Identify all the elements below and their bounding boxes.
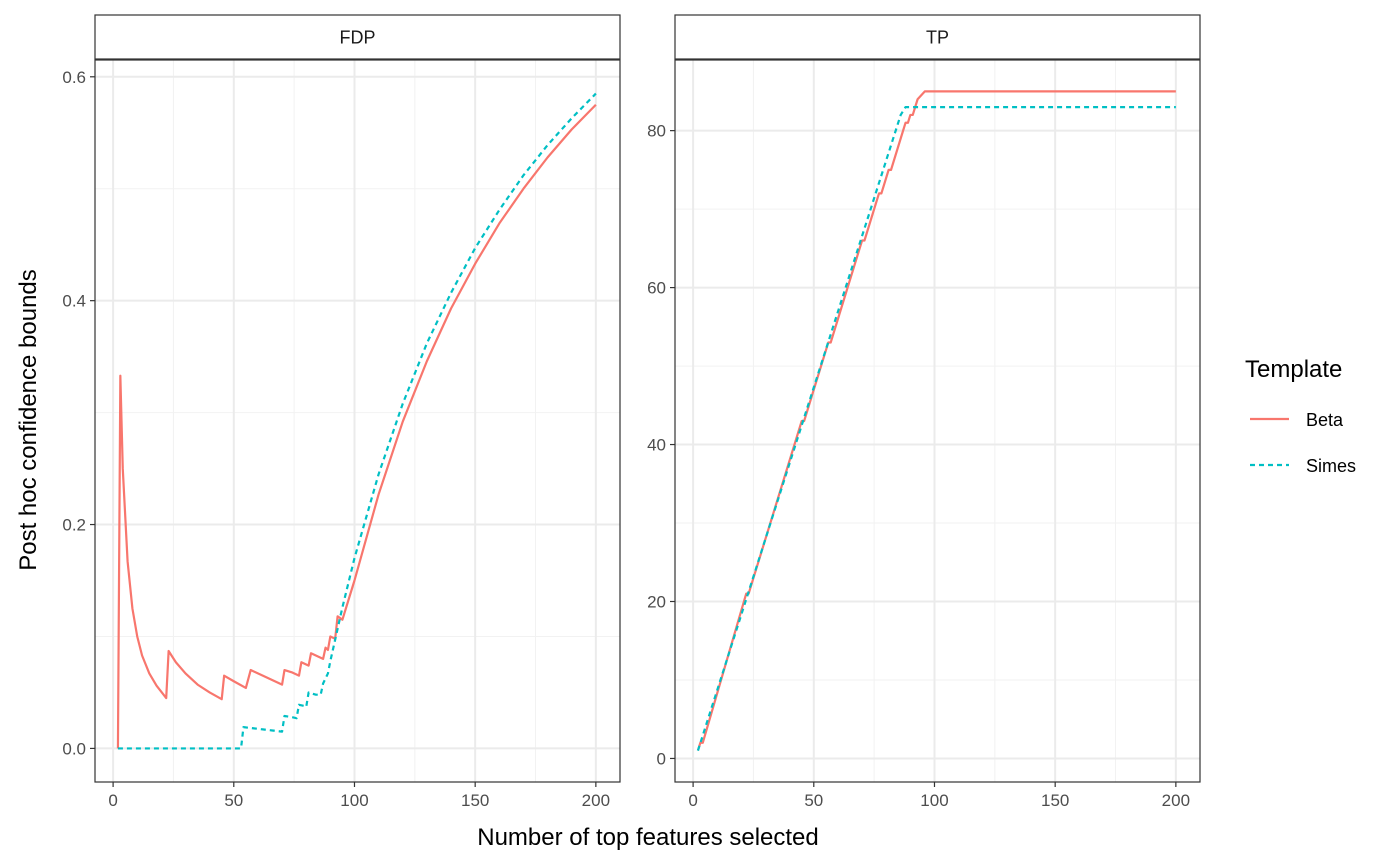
y-tick-label: 60 bbox=[647, 279, 666, 298]
x-tick-label: 150 bbox=[461, 791, 489, 810]
x-tick-label: 50 bbox=[224, 791, 243, 810]
panel-border bbox=[94, 59, 621, 783]
x-tick-label: 150 bbox=[1041, 791, 1069, 810]
series-line-beta bbox=[116, 104, 597, 749]
y-tick-label: 0.4 bbox=[62, 292, 86, 311]
x-tick-label: 200 bbox=[582, 791, 610, 810]
y-tick-label: 0 bbox=[657, 749, 666, 768]
x-tick-label: 100 bbox=[920, 791, 948, 810]
legend-entries: Beta Simes bbox=[1250, 410, 1356, 476]
y-tick-label: 20 bbox=[647, 593, 666, 612]
x-tick-label: 50 bbox=[804, 791, 823, 810]
y-axis-title: Post hoc confidence bounds bbox=[15, 269, 42, 571]
strip-label: TP bbox=[926, 28, 949, 48]
legend-label-simes: Simes bbox=[1306, 456, 1356, 476]
series-line-simes bbox=[696, 105, 1176, 751]
strip-label: FDP bbox=[340, 28, 376, 48]
panel-fdp: FDP 0.0 0.2 0.4 0.6 0 50 100 150 200 bbox=[62, 14, 621, 810]
legend-title: Template bbox=[1245, 356, 1342, 383]
x-axis-title: Number of top features selected bbox=[477, 824, 819, 851]
panel-tp: TP 0 20 40 60 80 0 50 100 150 200 bbox=[647, 14, 1201, 810]
x-tick-label: 0 bbox=[108, 791, 117, 810]
y-tick-label: 0.6 bbox=[62, 68, 86, 87]
y-tick-label: 0.2 bbox=[62, 516, 86, 535]
legend: Template Beta Simes bbox=[1245, 356, 1356, 476]
strip-box bbox=[94, 14, 621, 60]
x-tick-label: 0 bbox=[688, 791, 697, 810]
panel-border bbox=[674, 59, 1201, 783]
y-tick-label: 80 bbox=[647, 122, 666, 141]
x-tick-label: 100 bbox=[340, 791, 368, 810]
series-line-simes bbox=[117, 92, 597, 750]
legend-label-beta: Beta bbox=[1306, 410, 1344, 430]
series-line-beta bbox=[696, 90, 1176, 751]
y-tick-label: 0.0 bbox=[62, 739, 86, 758]
facet-panels: FDP 0.0 0.2 0.4 0.6 0 50 100 150 200 TP 0 20 40 60 80 0 5… bbox=[62, 14, 1201, 810]
strip-box bbox=[674, 14, 1201, 60]
x-tick-label: 200 bbox=[1162, 791, 1190, 810]
y-tick-label: 40 bbox=[647, 436, 666, 455]
